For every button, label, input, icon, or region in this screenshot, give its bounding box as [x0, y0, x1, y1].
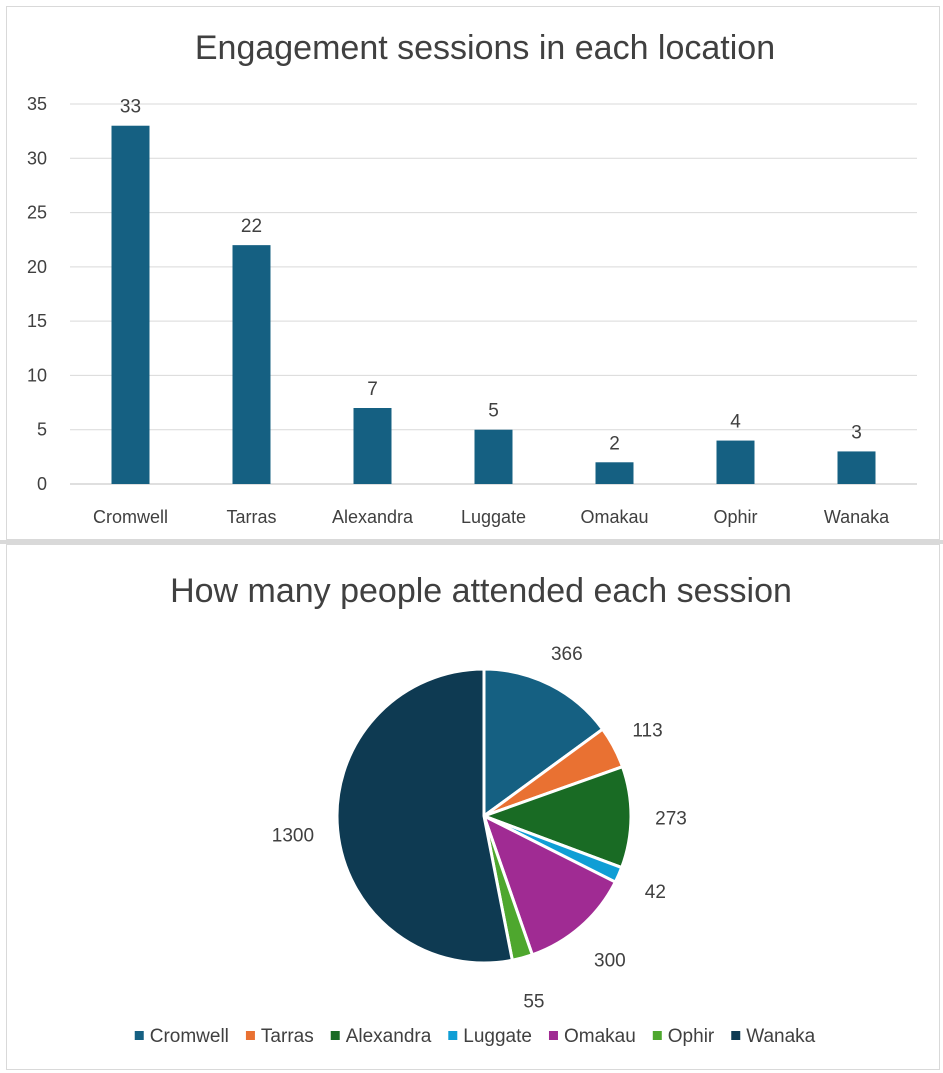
bar-data-label: 4: [730, 412, 741, 433]
legend-label: Omakau: [564, 1026, 636, 1047]
bar-x-tick-label: Luggate: [461, 507, 526, 527]
bar-y-tick-label: 10: [27, 365, 47, 385]
bar-chart: Engagement sessions in each location 0 5 1…: [27, 29, 917, 527]
bar-data-label: 33: [120, 97, 141, 118]
bar-y-tick-label: 5: [37, 420, 47, 440]
pie-legend: Cromwell Tarras Alexandra Luggate Omakau Ophi…: [134, 1026, 816, 1047]
bar-y-tick-label: 30: [27, 148, 47, 168]
bar: [595, 462, 634, 484]
legend-swatch: [330, 1031, 340, 1040]
bar-x-tick-label: Ophir: [713, 507, 757, 527]
legend-swatch: [731, 1031, 741, 1040]
legend-swatch: [652, 1031, 662, 1040]
pie-data-label: 113: [632, 720, 662, 741]
bar: [716, 440, 755, 484]
pie-chart: How many people attended each session 36…: [134, 572, 816, 1047]
pie-data-label: 1300: [272, 826, 314, 847]
bar: [837, 451, 876, 484]
legend-label: Wanaka: [746, 1026, 815, 1047]
pie-data-label: 300: [594, 951, 626, 972]
legend-swatch: [245, 1031, 255, 1040]
legend-label: Alexandra: [346, 1026, 432, 1047]
bar-x-tick-label: Cromwell: [93, 507, 168, 527]
legend-label: Cromwell: [150, 1026, 229, 1047]
pie-chart-panel: How many people attended each session 36…: [6, 544, 940, 1070]
bar: [111, 125, 150, 484]
legend-label: Ophir: [668, 1026, 715, 1047]
bar: [474, 429, 513, 484]
bar-data-label: 22: [241, 216, 262, 237]
bar-y-tick-label: 0: [37, 474, 47, 494]
legend-label: Luggate: [463, 1026, 532, 1047]
bar-series: [111, 125, 876, 484]
legend-swatch: [548, 1031, 558, 1040]
pie-slice: [482, 765, 633, 870]
pie-slices: [335, 667, 633, 965]
pie-slice: [482, 667, 605, 818]
legend-label: Tarras: [261, 1026, 314, 1047]
bar-gridlines: [70, 103, 917, 485]
bar-x-tick-label: Wanaka: [824, 507, 890, 527]
bar-data-label: 2: [609, 433, 620, 454]
pie-slice: [482, 814, 617, 957]
pie-data-label: 42: [645, 882, 666, 903]
chart-divider: [0, 540, 943, 544]
legend-swatch: [134, 1031, 144, 1040]
bar-chart-title: Engagement sessions in each location: [195, 29, 775, 67]
bar: [353, 408, 392, 484]
bar-y-tick-label: 25: [27, 203, 47, 223]
bar-x-axis: Cromwell Tarras Alexandra Luggate Omakau Ophi…: [93, 507, 890, 527]
bar-data-label: 5: [488, 401, 499, 422]
bar-y-tick-label: 35: [27, 94, 47, 114]
bar-x-tick-label: Omakau: [580, 507, 648, 527]
pie-chart-title: How many people attended each session: [170, 572, 792, 610]
bar-data-label: 3: [851, 422, 862, 443]
pie-data-labels: 366 113 273 42 300 55 1300: [272, 644, 687, 1013]
bar-chart-panel: Engagement sessions in each location 0 5 1…: [6, 6, 940, 540]
bar-y-tick-label: 15: [27, 311, 47, 331]
legend-swatch: [448, 1031, 458, 1040]
bar-y-tick-label: 20: [27, 257, 47, 277]
pie-data-label: 55: [523, 991, 544, 1012]
bar-data-labels: 33 22 7 5 2 4 3: [120, 97, 862, 455]
bar-y-axis: 0 5 10 15 20 25 30 35: [27, 94, 47, 494]
pie-data-label: 366: [551, 644, 583, 665]
bar-data-label: 7: [367, 379, 378, 400]
bar: [232, 245, 271, 484]
pie-slice: [335, 667, 514, 965]
pie-data-label: 273: [655, 809, 687, 830]
bar-x-tick-label: Alexandra: [332, 507, 414, 527]
bar-x-tick-label: Tarras: [226, 507, 276, 527]
